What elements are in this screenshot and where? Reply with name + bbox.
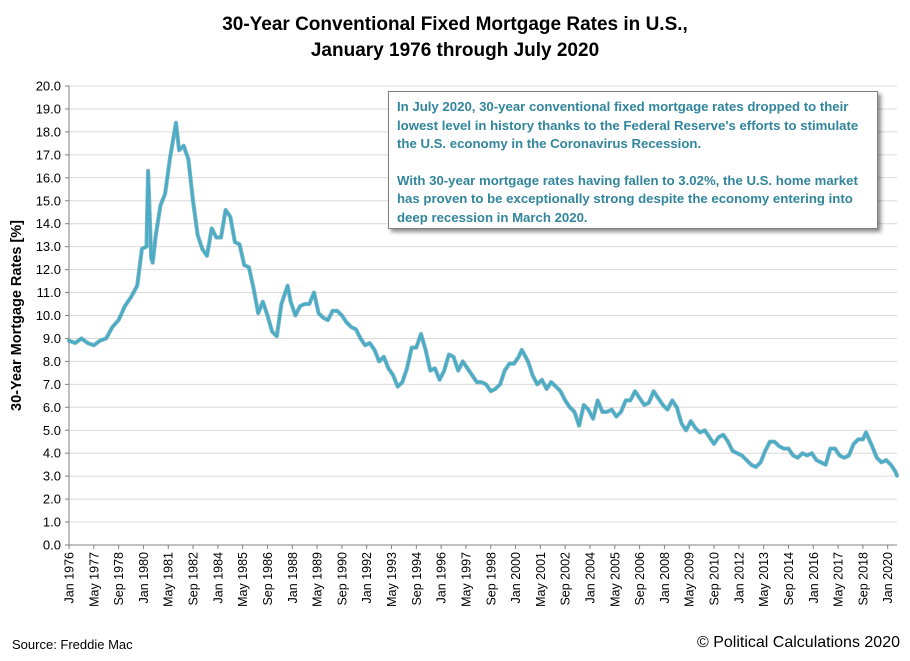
y-tick-label: 6.0 bbox=[43, 400, 61, 415]
y-axis-title: 30-Year Mortgage Rates [%] bbox=[9, 220, 25, 411]
annotation-box: In July 2020, 30-year conventional fixed… bbox=[388, 91, 878, 229]
x-tick-label: Jan 1992 bbox=[360, 552, 374, 603]
chart-title-line1: 30-Year Conventional Fixed Mortgage Rate… bbox=[222, 14, 688, 35]
x-tick-label: May 1981 bbox=[162, 552, 176, 607]
series-line bbox=[67, 121, 899, 478]
y-tick-label: 18.0 bbox=[36, 124, 61, 139]
annotation-paragraph-2: With 30-year mortgage rates having falle… bbox=[397, 172, 858, 225]
y-tick-label: 11.0 bbox=[37, 285, 61, 300]
x-tick-label: Sep 2018 bbox=[856, 552, 870, 606]
x-tick-label: Jan 1988 bbox=[286, 552, 300, 603]
y-tick-label: 12.0 bbox=[36, 262, 61, 277]
y-tick-label: 4.0 bbox=[43, 446, 61, 461]
y-tick-label: 19.0 bbox=[36, 101, 61, 116]
x-tick-label: May 2017 bbox=[832, 552, 846, 607]
y-tick-label: 17.0 bbox=[36, 147, 61, 162]
x-tick-label: Sep 1978 bbox=[112, 552, 126, 606]
y-tick-label: 3.0 bbox=[43, 469, 61, 484]
x-tick-label: Sep 2014 bbox=[782, 552, 796, 606]
copyright-credit: © Political Calculations 2020 bbox=[696, 634, 900, 651]
x-tick-label: Sep 1982 bbox=[187, 552, 201, 606]
annotation-paragraph-1: In July 2020, 30-year conventional fixed… bbox=[397, 99, 859, 151]
chart-title-line2: January 1976 through July 2020 bbox=[310, 40, 600, 61]
y-tick-label: 2.0 bbox=[43, 492, 61, 507]
x-tick-label: Jan 2008 bbox=[658, 552, 672, 603]
x-tick-label: Jan 2000 bbox=[509, 552, 523, 603]
chart-title: 30-Year Conventional Fixed Mortgage Rate… bbox=[0, 12, 910, 64]
x-tick-label: May 2005 bbox=[608, 552, 622, 607]
x-tick-label: May 1993 bbox=[385, 552, 399, 607]
x-tick-label: Jan 1996 bbox=[435, 552, 449, 603]
y-tick-label: 15.0 bbox=[36, 193, 61, 208]
x-tick-label: Jan 2016 bbox=[807, 552, 821, 603]
y-tick-label: 13.0 bbox=[36, 239, 61, 254]
x-tick-label: Sep 1994 bbox=[410, 552, 424, 606]
x-tick-label: Jan 2004 bbox=[583, 552, 597, 603]
x-tick-label: May 2013 bbox=[757, 552, 771, 607]
x-tick-label: Jan 1980 bbox=[137, 552, 151, 603]
x-tick-label: May 1997 bbox=[459, 552, 473, 607]
y-tick-label: 20.0 bbox=[36, 79, 61, 94]
x-tick-label: May 2009 bbox=[683, 552, 697, 607]
y-tick-label: 0.0 bbox=[43, 538, 61, 553]
y-tick-label: 16.0 bbox=[36, 170, 61, 185]
x-tick-label: Sep 1986 bbox=[261, 552, 275, 606]
x-tick-label: Jan 2020 bbox=[881, 552, 895, 603]
y-tick-label: 1.0 bbox=[43, 515, 61, 530]
y-tick-label: 14.0 bbox=[36, 216, 61, 231]
x-tick-label: Sep 2006 bbox=[633, 552, 647, 606]
x-tick-label: May 1989 bbox=[311, 552, 325, 607]
x-tick-label: May 1985 bbox=[236, 552, 250, 607]
y-tick-label: 5.0 bbox=[43, 423, 61, 438]
x-tick-label: Sep 1990 bbox=[335, 552, 349, 606]
y-tick-label: 9.0 bbox=[43, 331, 61, 346]
y-tick-label: 7.0 bbox=[43, 377, 61, 392]
x-tick-label: Sep 1998 bbox=[484, 552, 498, 606]
y-tick-label: 10.0 bbox=[36, 308, 61, 323]
source-note: Source: Freddie Mac bbox=[12, 637, 133, 652]
x-tick-label: May 2001 bbox=[534, 552, 548, 607]
y-tick-label: 8.0 bbox=[43, 354, 61, 369]
x-tick-label: Sep 2002 bbox=[559, 552, 573, 606]
x-tick-label: Jan 2012 bbox=[732, 552, 746, 603]
x-tick-label: Jan 1976 bbox=[63, 552, 77, 603]
x-tick-label: Sep 2010 bbox=[708, 552, 722, 606]
x-tick-label: Jan 1984 bbox=[211, 552, 225, 603]
x-tick-label: May 1977 bbox=[87, 552, 101, 607]
